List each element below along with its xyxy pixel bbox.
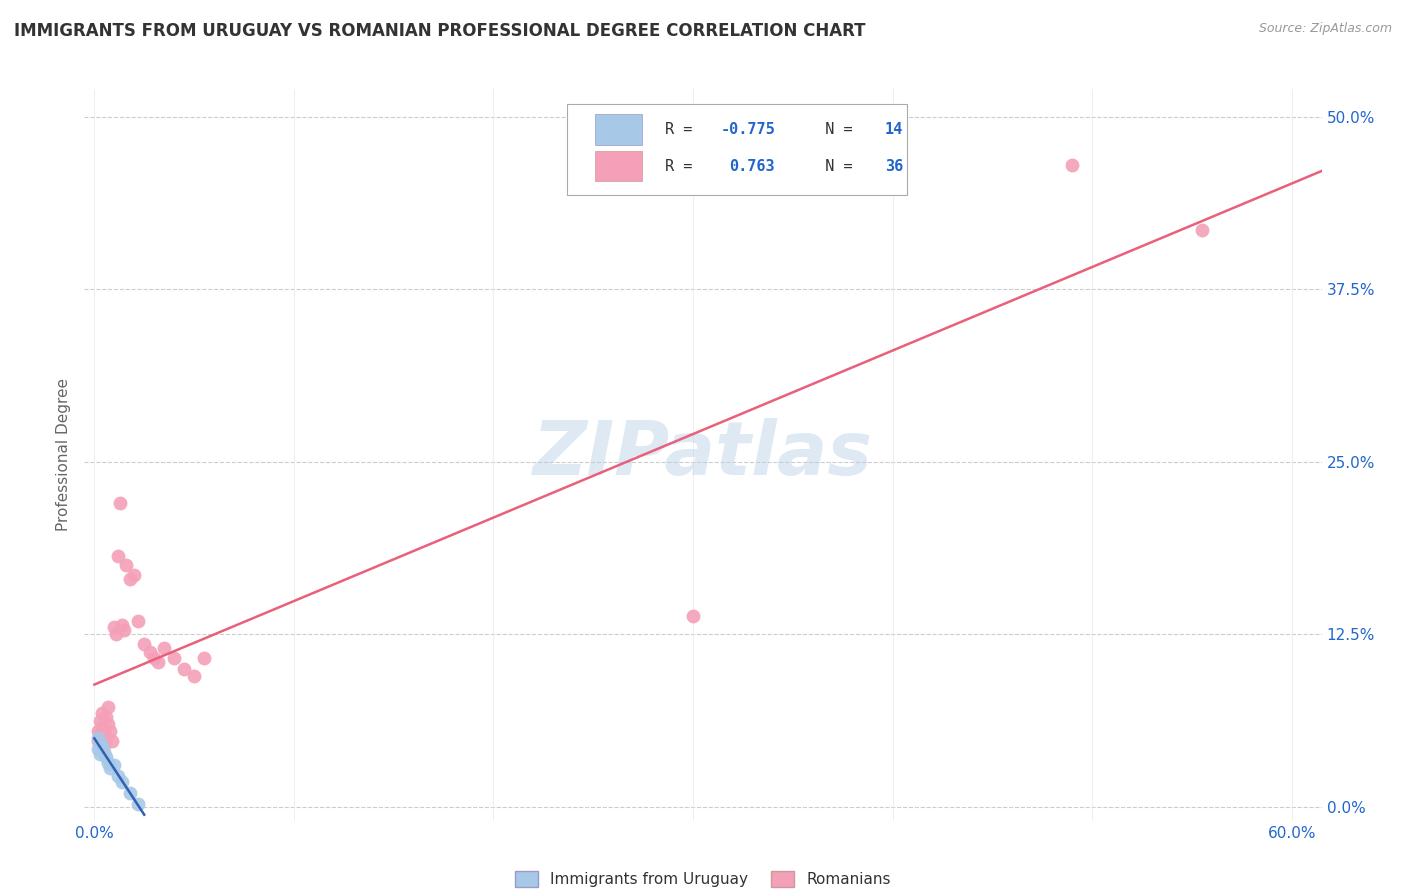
- Point: [107, 549, 129, 563]
- Point: [87, 723, 110, 738]
- Point: [89, 747, 111, 762]
- Point: [96, 710, 118, 724]
- Point: [101, 733, 124, 747]
- Point: [122, 568, 145, 582]
- Text: 0.763: 0.763: [728, 159, 775, 174]
- Point: [91, 706, 114, 720]
- Point: [127, 797, 149, 811]
- Point: [98, 723, 121, 738]
- Point: [89, 714, 111, 729]
- Point: [111, 617, 134, 632]
- Point: [107, 769, 129, 783]
- Text: R =: R =: [665, 122, 702, 137]
- Point: [93, 738, 115, 752]
- FancyBboxPatch shape: [595, 151, 643, 181]
- FancyBboxPatch shape: [595, 114, 643, 145]
- Point: [111, 775, 134, 789]
- Text: R =: R =: [665, 159, 710, 174]
- Text: IMMIGRANTS FROM URUGUAY VS ROMANIAN PROFESSIONAL DEGREE CORRELATION CHART: IMMIGRANTS FROM URUGUAY VS ROMANIAN PROF…: [14, 22, 866, 40]
- Point: [96, 750, 118, 764]
- Text: Source: ZipAtlas.com: Source: ZipAtlas.com: [1258, 22, 1392, 36]
- Text: 14: 14: [884, 122, 903, 137]
- Point: [120, 786, 142, 800]
- Point: [127, 614, 149, 628]
- Point: [93, 745, 115, 759]
- Text: 36: 36: [884, 159, 903, 174]
- Point: [1191, 223, 1213, 237]
- Point: [97, 756, 120, 770]
- Point: [173, 662, 195, 676]
- Point: [682, 609, 704, 624]
- Point: [183, 669, 205, 683]
- Point: [120, 572, 142, 586]
- Point: [115, 558, 138, 573]
- Text: -0.775: -0.775: [720, 122, 775, 137]
- Point: [163, 650, 186, 665]
- Point: [89, 736, 111, 750]
- Point: [89, 728, 111, 742]
- Y-axis label: Professional Degree: Professional Degree: [56, 378, 72, 532]
- Point: [105, 627, 128, 641]
- Point: [103, 620, 125, 634]
- Point: [148, 655, 170, 669]
- Point: [87, 731, 110, 745]
- Point: [87, 742, 110, 756]
- Point: [134, 637, 156, 651]
- Point: [91, 720, 114, 734]
- Point: [153, 641, 176, 656]
- Point: [143, 650, 166, 665]
- Point: [139, 645, 162, 659]
- Text: N =: N =: [807, 159, 862, 174]
- Point: [97, 717, 120, 731]
- Point: [96, 731, 118, 745]
- Legend: Immigrants from Uruguay, Romanians: Immigrants from Uruguay, Romanians: [509, 865, 897, 892]
- Point: [112, 623, 135, 637]
- Point: [193, 650, 215, 665]
- Text: N =: N =: [807, 122, 862, 137]
- Point: [97, 700, 120, 714]
- Point: [110, 496, 132, 510]
- Text: ZIPatlas: ZIPatlas: [533, 418, 873, 491]
- Point: [91, 739, 114, 753]
- Point: [87, 733, 110, 747]
- Point: [1062, 158, 1084, 172]
- FancyBboxPatch shape: [567, 103, 907, 195]
- Point: [93, 723, 115, 738]
- Point: [98, 761, 121, 775]
- Point: [103, 758, 125, 772]
